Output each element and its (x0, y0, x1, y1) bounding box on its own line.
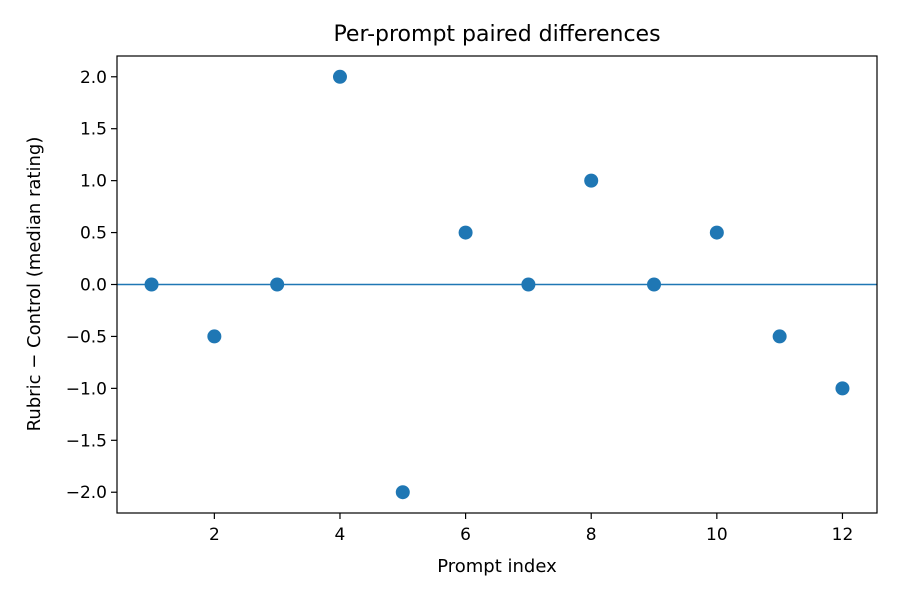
y-tick-label: −2.0 (66, 483, 107, 503)
x-axis-label: Prompt index (437, 556, 557, 577)
chart-title: Per-prompt paired differences (333, 22, 660, 47)
y-tick-label: 1.0 (80, 172, 107, 192)
data-point (207, 329, 222, 344)
x-tick-label: 12 (832, 525, 854, 545)
x-axis-ticks: 2 4 6 8 10 12 (209, 513, 853, 545)
y-tick-label: 2.0 (80, 68, 107, 88)
data-point (521, 277, 536, 292)
x-tick-label: 10 (706, 525, 728, 545)
y-tick-label: −0.5 (66, 327, 107, 347)
data-point (584, 173, 599, 188)
data-points (144, 69, 850, 500)
x-tick-label: 4 (335, 525, 346, 545)
data-point (458, 225, 473, 240)
x-tick-label: 2 (209, 525, 220, 545)
plot-frame (116, 55, 878, 514)
data-point (270, 277, 285, 292)
y-tick-label: 1.5 (80, 120, 107, 140)
data-point (395, 485, 410, 500)
y-tick-label: −1.5 (66, 431, 107, 451)
y-tick-label: 0.5 (80, 224, 107, 244)
data-point (332, 69, 347, 84)
y-axis-ticks: −2.0 −1.5 −1.0 −0.5 0.0 0.5 1.0 1.5 2.0 (66, 68, 117, 503)
y-tick-label: 0.0 (80, 276, 107, 296)
x-tick-label: 8 (586, 525, 597, 545)
y-tick-label: −1.0 (66, 379, 107, 399)
y-axis-label: Rubric − Control (median rating) (24, 137, 45, 432)
data-point (144, 277, 159, 292)
data-point (835, 381, 850, 396)
data-point (709, 225, 724, 240)
data-point (647, 277, 662, 292)
data-point (772, 329, 787, 344)
x-tick-label: 6 (460, 525, 471, 545)
